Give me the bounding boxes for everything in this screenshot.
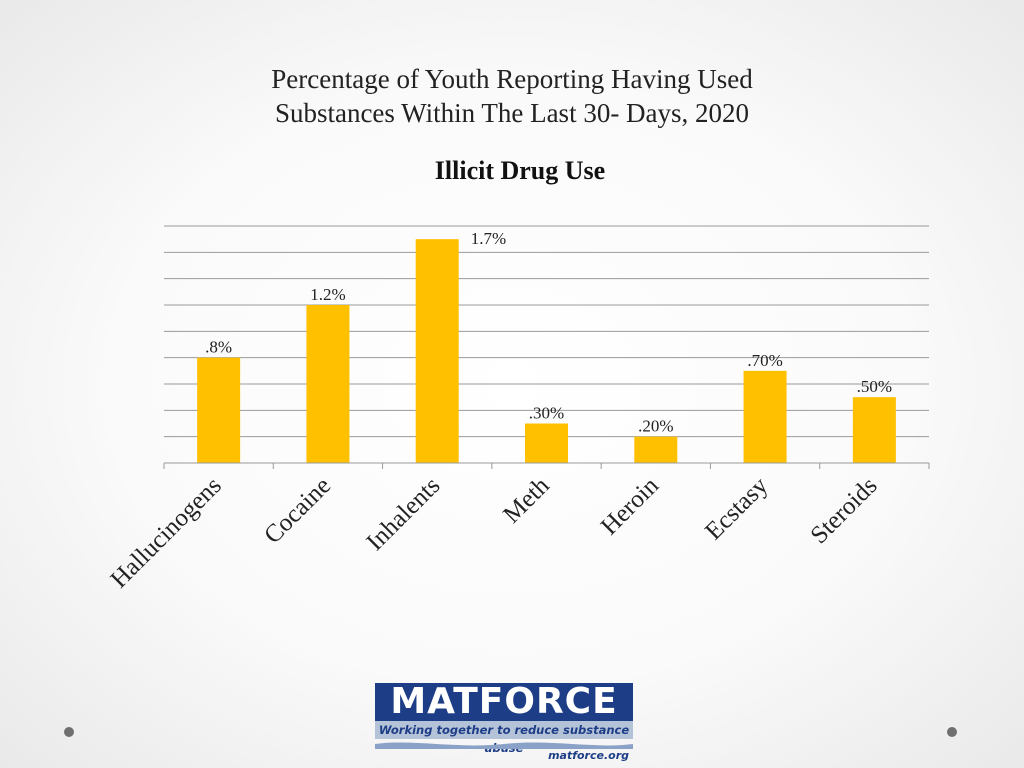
bar-ecstasy <box>743 370 787 463</box>
x-tick-label: Ecstasy <box>700 472 773 545</box>
matforce-logo: MATFORCE Working together to reduce subs… <box>375 683 633 765</box>
slide-dot-right <box>947 727 957 737</box>
data-label: .50% <box>857 377 892 396</box>
logo-tagline: Working together to reduce substance abu… <box>375 721 633 755</box>
x-tick-label: Cocaine <box>259 472 336 549</box>
logo-wave-graphic <box>375 742 633 749</box>
data-label: .20% <box>638 417 673 436</box>
bar-hallucinogens <box>197 357 241 463</box>
bar-steroids <box>852 397 896 463</box>
data-label: .70% <box>747 351 782 370</box>
bar-meth <box>525 423 568 463</box>
x-tick-label: Inhalents <box>362 472 446 556</box>
data-label: 1.7% <box>471 229 506 248</box>
chart-title: Illicit Drug Use <box>435 156 605 185</box>
slide-title-line2: Substances Within The Last 30- Days, 202… <box>274 98 750 128</box>
x-tick-label: Hallucinogens <box>106 472 227 593</box>
logo-url: matforce.org <box>548 749 629 762</box>
slide-title: Percentage of Youth Reporting Having Use… <box>0 62 1024 130</box>
bar-heroin <box>634 436 678 463</box>
x-tick-label: Steroids <box>806 472 883 549</box>
gridlines <box>164 225 929 438</box>
data-label: .30% <box>529 404 564 423</box>
slide-title-line1: Percentage of Youth Reporting Having Use… <box>271 64 753 94</box>
bars <box>197 239 896 463</box>
slide-dot-left <box>64 727 74 737</box>
bar-inhalents <box>415 239 459 463</box>
x-tick-labels: Hallucinogens Cocaine Inhalents Meth Heroin E… <box>106 472 883 594</box>
x-tick-label: Heroin <box>596 472 665 541</box>
x-tick-label: Meth <box>498 472 555 529</box>
bar-chart: Illicit Drug Use .8% 1.2% 1.7% .30% .20% .70%… <box>106 156 930 594</box>
logo-wordmark: MATFORCE <box>375 683 633 721</box>
data-label: 1.2% <box>310 285 345 304</box>
bar-cocaine <box>306 305 350 463</box>
data-labels: .8% 1.2% 1.7% .30% .20% .70% .50% <box>205 229 892 435</box>
data-label: .8% <box>205 338 232 357</box>
x-axis <box>163 462 930 469</box>
